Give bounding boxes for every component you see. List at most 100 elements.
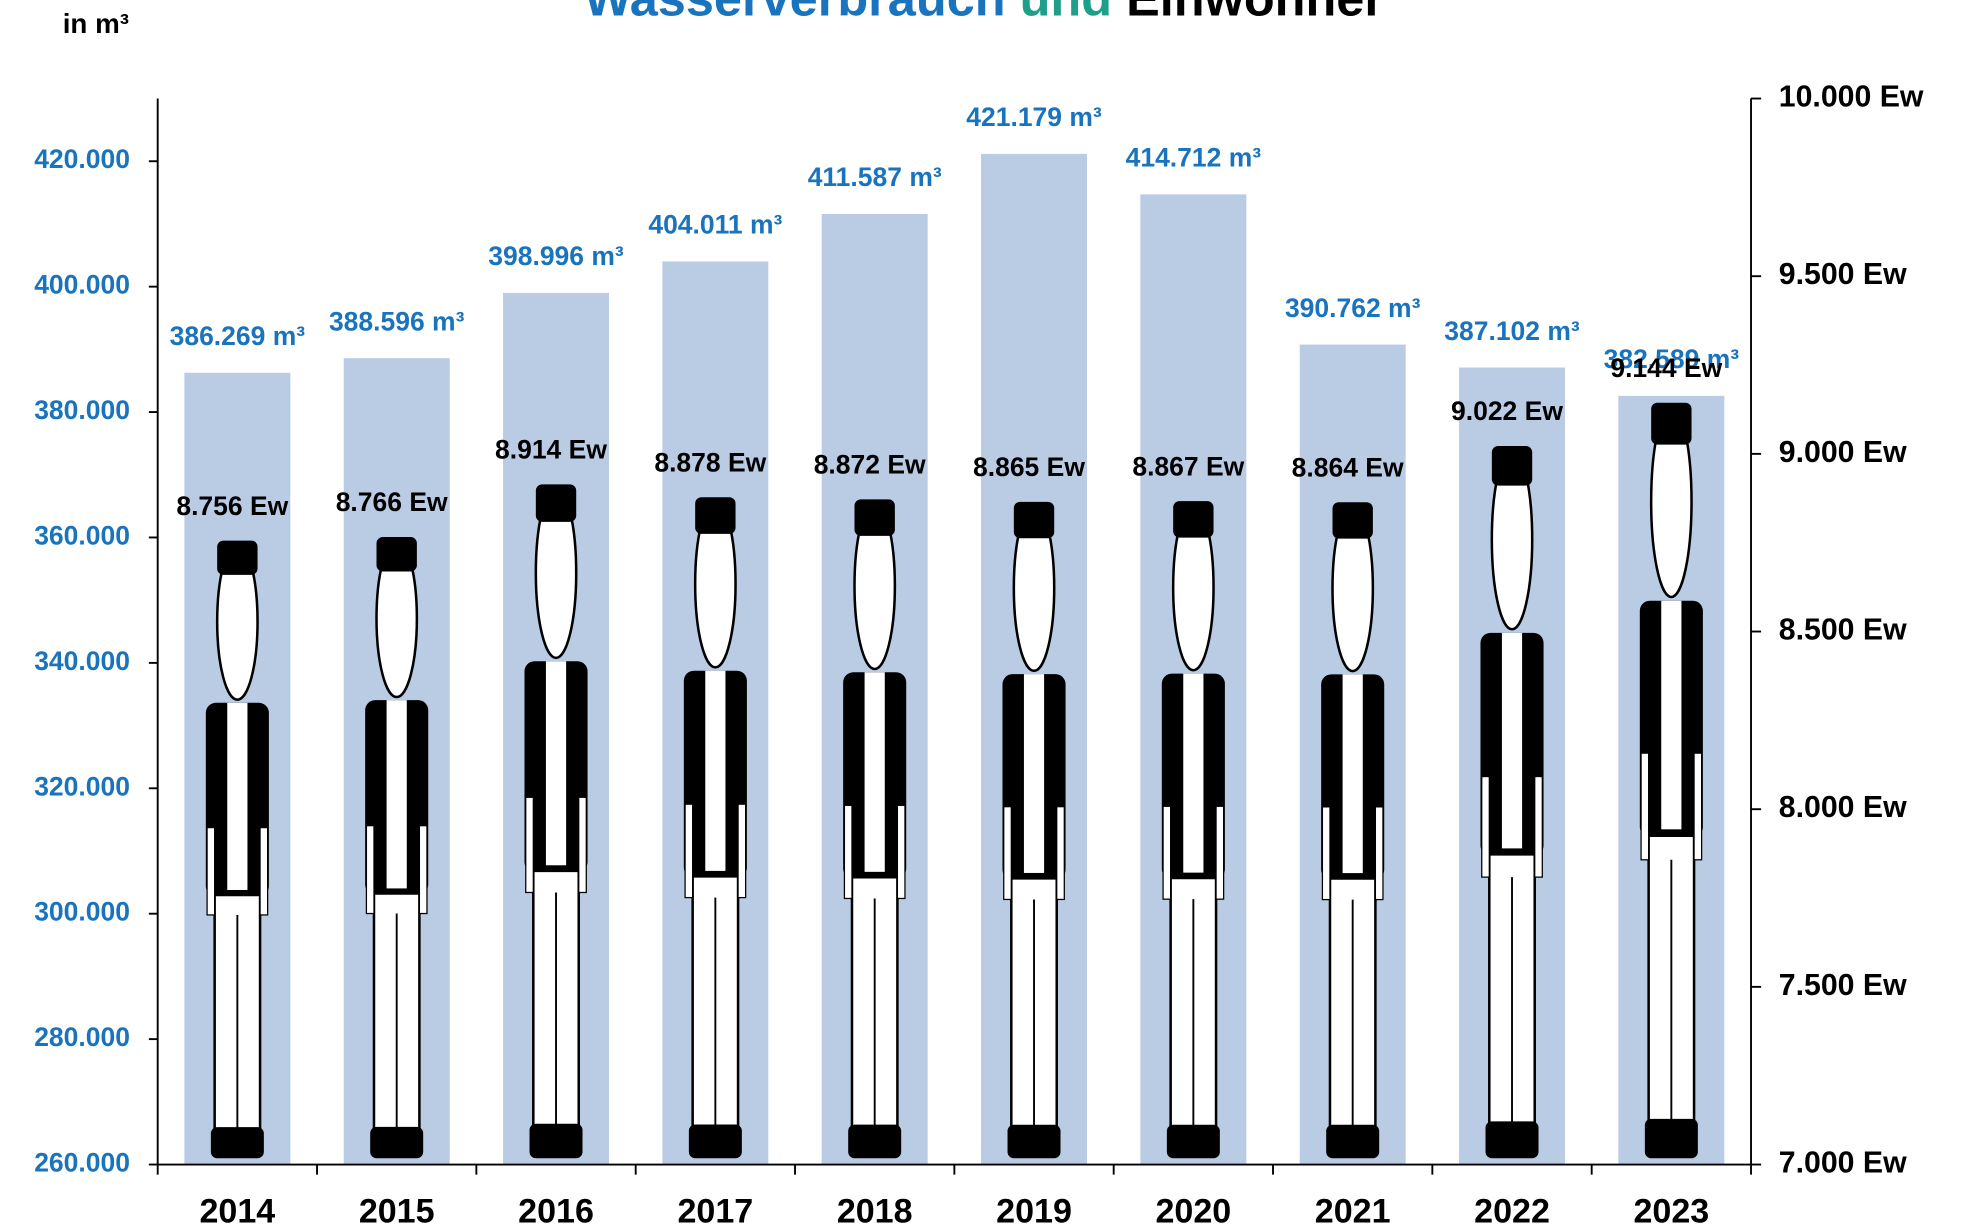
person-shoes bbox=[1326, 1124, 1380, 1159]
person-value-label: 8.872 Ew bbox=[814, 450, 926, 480]
person-hair bbox=[1013, 501, 1055, 539]
person-shirt bbox=[1501, 632, 1523, 849]
person bbox=[683, 497, 747, 1159]
person-shoes bbox=[1485, 1121, 1539, 1159]
x-tick-label: 2014 bbox=[199, 1193, 275, 1229]
person-value-label: 8.766 Ew bbox=[336, 487, 448, 517]
person-shirt bbox=[1183, 673, 1204, 873]
y-tick-label: 340.000 bbox=[34, 646, 130, 676]
person-shoes bbox=[1166, 1124, 1220, 1159]
person-arm-r bbox=[259, 826, 269, 916]
y-tick-label: 280.000 bbox=[34, 1022, 130, 1052]
y2-tick-label: 7.500 Ew bbox=[1779, 969, 1907, 1002]
y2-tick-label: 8.500 Ew bbox=[1779, 614, 1907, 647]
person-shirt bbox=[545, 661, 567, 866]
person bbox=[843, 499, 907, 1159]
person-value-label: 8.878 Ew bbox=[654, 447, 766, 477]
person-arm-l bbox=[1003, 806, 1012, 901]
y2-tick-label: 10.000 Ew bbox=[1779, 81, 1924, 114]
y-tick-label: 360.000 bbox=[34, 520, 130, 550]
person-arm-r bbox=[1215, 805, 1225, 900]
person-shirt bbox=[705, 670, 726, 871]
person bbox=[205, 540, 269, 1159]
x-tick-label: 2023 bbox=[1633, 1193, 1709, 1229]
person-hair bbox=[535, 484, 577, 522]
person-shirt bbox=[386, 700, 407, 889]
person-arm-l bbox=[1640, 752, 1650, 861]
person-shirt bbox=[1023, 674, 1045, 873]
y2-tick-label: 8.000 Ew bbox=[1779, 791, 1907, 824]
x-tick-label: 2018 bbox=[837, 1193, 913, 1229]
person-hair bbox=[217, 540, 258, 575]
bar-value-label: 386.269 m³ bbox=[170, 321, 306, 351]
title-part: und bbox=[1020, 0, 1112, 26]
person-shoes bbox=[1007, 1124, 1061, 1159]
person-shirt bbox=[1342, 674, 1363, 874]
person-arm-r bbox=[737, 803, 747, 899]
person-value-label: 8.756 Ew bbox=[176, 491, 288, 521]
title-part: Einwohner bbox=[1126, 0, 1384, 26]
person-value-label: 8.867 Ew bbox=[1132, 451, 1244, 481]
person-hair bbox=[854, 499, 895, 536]
person-arm-l bbox=[684, 803, 694, 899]
person-arm-r bbox=[418, 825, 428, 915]
bar-value-label: 414.712 m³ bbox=[1126, 143, 1262, 173]
person-arm-r bbox=[1693, 752, 1703, 861]
person-value-label: 9.144 Ew bbox=[1610, 353, 1722, 383]
person-shirt bbox=[1661, 600, 1682, 830]
person-arm-l bbox=[1321, 806, 1331, 901]
y-tick-label: 400.000 bbox=[34, 270, 130, 300]
bar-value-label: 404.011 m³ bbox=[648, 210, 782, 240]
person-arm-l bbox=[365, 825, 375, 915]
person-arm-r bbox=[1534, 775, 1543, 878]
person-hair bbox=[376, 537, 417, 572]
y2-tick-label: 9.500 Ew bbox=[1779, 258, 1907, 291]
x-tick-label: 2020 bbox=[1155, 1193, 1231, 1229]
person-arm-l bbox=[206, 826, 216, 916]
y2-tick-label: 7.000 Ew bbox=[1779, 1147, 1907, 1180]
person-hair bbox=[1332, 502, 1373, 539]
person bbox=[1161, 501, 1225, 1159]
y-tick-label: 420.000 bbox=[34, 144, 130, 174]
person-value-label: 8.865 Ew bbox=[973, 452, 1085, 482]
person-arm-r bbox=[1056, 806, 1065, 901]
person-hair bbox=[1173, 501, 1214, 538]
person-arm-r bbox=[896, 804, 906, 900]
person-arm-l bbox=[525, 796, 534, 894]
person bbox=[365, 537, 429, 1159]
y-tick-label: 300.000 bbox=[34, 897, 130, 927]
person bbox=[524, 484, 588, 1159]
x-tick-label: 2015 bbox=[359, 1193, 435, 1229]
person-arm-r bbox=[578, 796, 587, 894]
x-tick-label: 2019 bbox=[996, 1193, 1072, 1229]
chart-title: Wasserverbrauch und Einwohner bbox=[584, 0, 1384, 26]
title-part: Wasserverbrauch bbox=[584, 0, 1006, 26]
x-tick-label: 2022 bbox=[1474, 1193, 1550, 1229]
x-tick-label: 2021 bbox=[1315, 1193, 1391, 1229]
bar-value-label: 411.587 m³ bbox=[808, 162, 942, 192]
person-arm-l bbox=[843, 804, 853, 900]
bar-value-label: 388.596 m³ bbox=[329, 306, 465, 336]
person-arm-l bbox=[1481, 775, 1490, 878]
bar-value-label: 390.762 m³ bbox=[1285, 293, 1421, 323]
person-shoes bbox=[529, 1123, 583, 1159]
person bbox=[1321, 502, 1385, 1159]
x-tick-label: 2016 bbox=[518, 1193, 594, 1229]
person-shoes bbox=[848, 1124, 902, 1159]
person-value-label: 8.914 Ew bbox=[495, 435, 607, 465]
bar-value-label: 398.996 m³ bbox=[488, 241, 624, 271]
person-arm-r bbox=[1374, 806, 1384, 901]
person-shoes bbox=[210, 1127, 264, 1159]
person bbox=[1639, 402, 1703, 1159]
person bbox=[1002, 501, 1066, 1159]
y-tick-label: 380.000 bbox=[34, 395, 130, 425]
person bbox=[1480, 446, 1544, 1159]
person-shoes bbox=[1644, 1118, 1698, 1159]
person-shirt bbox=[227, 702, 248, 890]
y-tick-label: 260.000 bbox=[34, 1148, 130, 1178]
person-hair bbox=[695, 497, 736, 534]
person-value-label: 8.864 Ew bbox=[1292, 452, 1404, 482]
person-value-label: 9.022 Ew bbox=[1451, 396, 1563, 426]
bar-value-label: 382.589 m³ bbox=[1604, 344, 1740, 374]
person-shoes bbox=[688, 1124, 742, 1159]
